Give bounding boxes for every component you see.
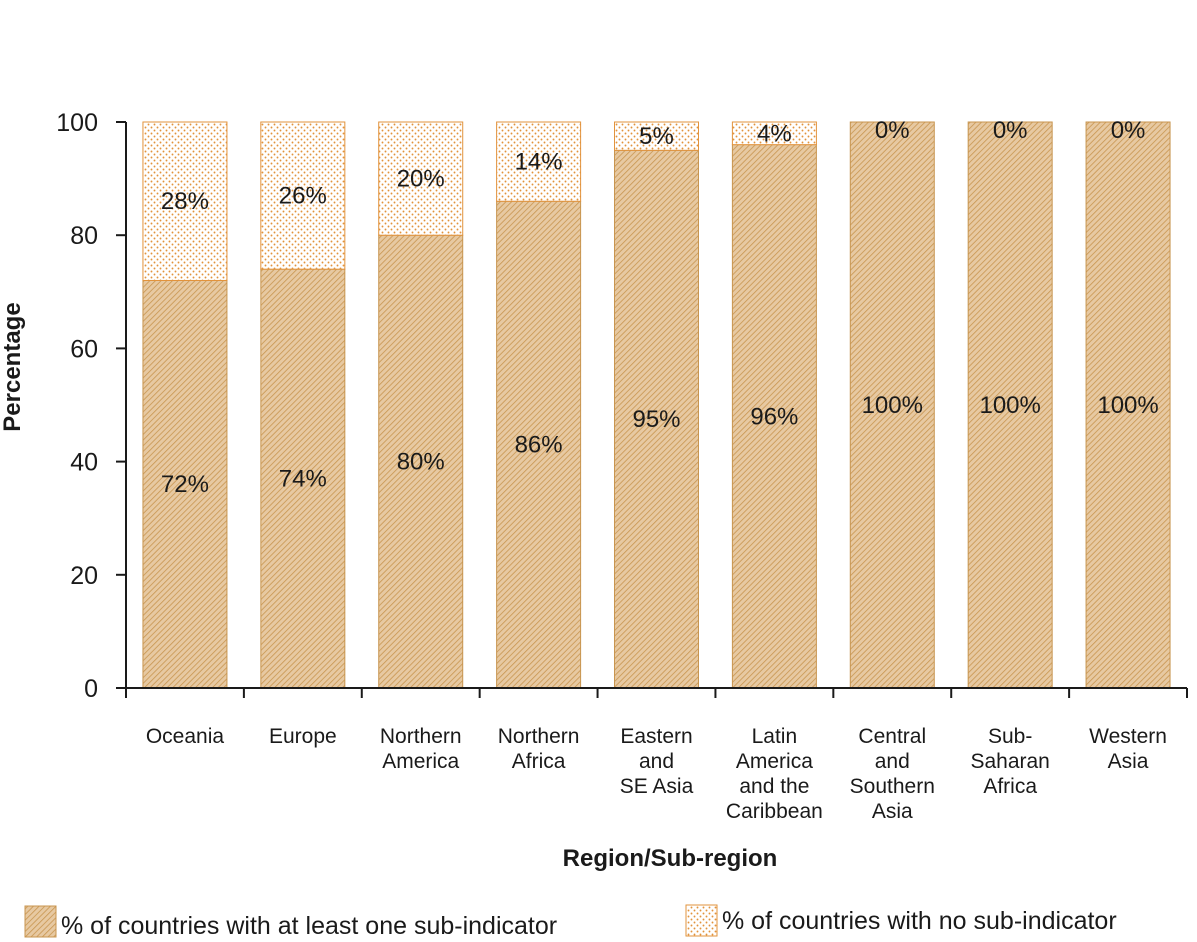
data-label-with-subindicator: 80% <box>397 449 445 476</box>
bar-with-subindicator <box>967 121 1053 689</box>
data-label-no-subindicator: 0% <box>1111 117 1146 144</box>
data-label-with-subindicator: 95% <box>632 406 680 433</box>
legend-swatch-with-subindicator <box>24 905 57 938</box>
data-label-no-subindicator: 5% <box>639 123 674 150</box>
data-label-with-subindicator: 100% <box>1097 392 1158 419</box>
data-label-no-subindicator: 28% <box>161 188 209 215</box>
y-tick-label: 40 <box>70 449 98 477</box>
data-label-no-subindicator: 4% <box>757 120 792 147</box>
data-label-with-subindicator: 72% <box>161 471 209 498</box>
x-tick-label: Northern Africa <box>498 725 580 773</box>
legend-label-no-subindicator: % of countries with no sub-indicator <box>722 907 1117 935</box>
y-axis-title: Percentage <box>0 302 26 431</box>
bar-with-subindicator <box>378 234 464 689</box>
x-tick-label: Central and Southern Asia <box>850 725 935 823</box>
data-label-with-subindicator: 74% <box>279 466 327 493</box>
bar-with-subindicator <box>142 279 228 689</box>
x-tick-label: Western Asia <box>1089 725 1167 773</box>
bar-no-subindicator <box>614 121 699 151</box>
bar-no-subindicator <box>496 121 582 202</box>
data-label-no-subindicator: 20% <box>397 166 445 193</box>
y-tick-label: 60 <box>70 335 98 363</box>
x-tick-label: Northern America <box>380 725 462 773</box>
bar-with-subindicator <box>849 121 935 689</box>
bar-no-subindicator <box>731 121 817 146</box>
x-axis-title: Region/Sub-region <box>563 845 778 872</box>
x-tick-label: Eastern and SE Asia <box>620 725 694 798</box>
y-tick-label: 20 <box>70 562 98 590</box>
data-label-with-subindicator: 96% <box>750 403 798 430</box>
data-label-with-subindicator: 100% <box>862 392 923 419</box>
y-tick-label: 0 <box>84 675 98 703</box>
data-label-no-subindicator: 0% <box>993 117 1028 144</box>
legend-swatch-no-subindicator <box>685 904 718 937</box>
x-tick-label: Sub-Saharan Africa <box>970 725 1049 798</box>
bars-group: 72% 28% 74% 26% 80% 20% 86% 14% 95% 5% 96% 4% 100% 0%… <box>142 117 1171 689</box>
bar-no-subindicator <box>142 121 228 281</box>
y-tick-label: 100 <box>56 109 98 137</box>
y-tick-label: 80 <box>70 222 98 250</box>
legend-label-with-subindicator: % of countries with at least one sub-ind… <box>61 912 557 940</box>
axes-group: Oceania Europe Northern America Northern Afri… <box>56 109 1188 823</box>
data-label-with-subindicator: 86% <box>515 432 563 459</box>
x-tick-label: Europe <box>269 725 337 748</box>
data-label-no-subindicator: 0% <box>875 117 910 144</box>
bar-with-subindicator <box>1085 121 1171 689</box>
bar-with-subindicator <box>731 144 817 689</box>
data-label-with-subindicator: 100% <box>979 392 1040 419</box>
x-tick-label: Latin America and the Caribbean <box>726 725 823 823</box>
data-label-no-subindicator: 26% <box>279 183 327 210</box>
data-label-no-subindicator: 14% <box>515 149 563 176</box>
bar-with-subindicator <box>496 200 582 689</box>
bar-no-subindicator <box>378 121 464 236</box>
legend: % of countries with at least one sub-ind… <box>24 904 1117 940</box>
bar-no-subindicator <box>260 121 346 270</box>
x-tick-label: Oceania <box>146 725 225 748</box>
